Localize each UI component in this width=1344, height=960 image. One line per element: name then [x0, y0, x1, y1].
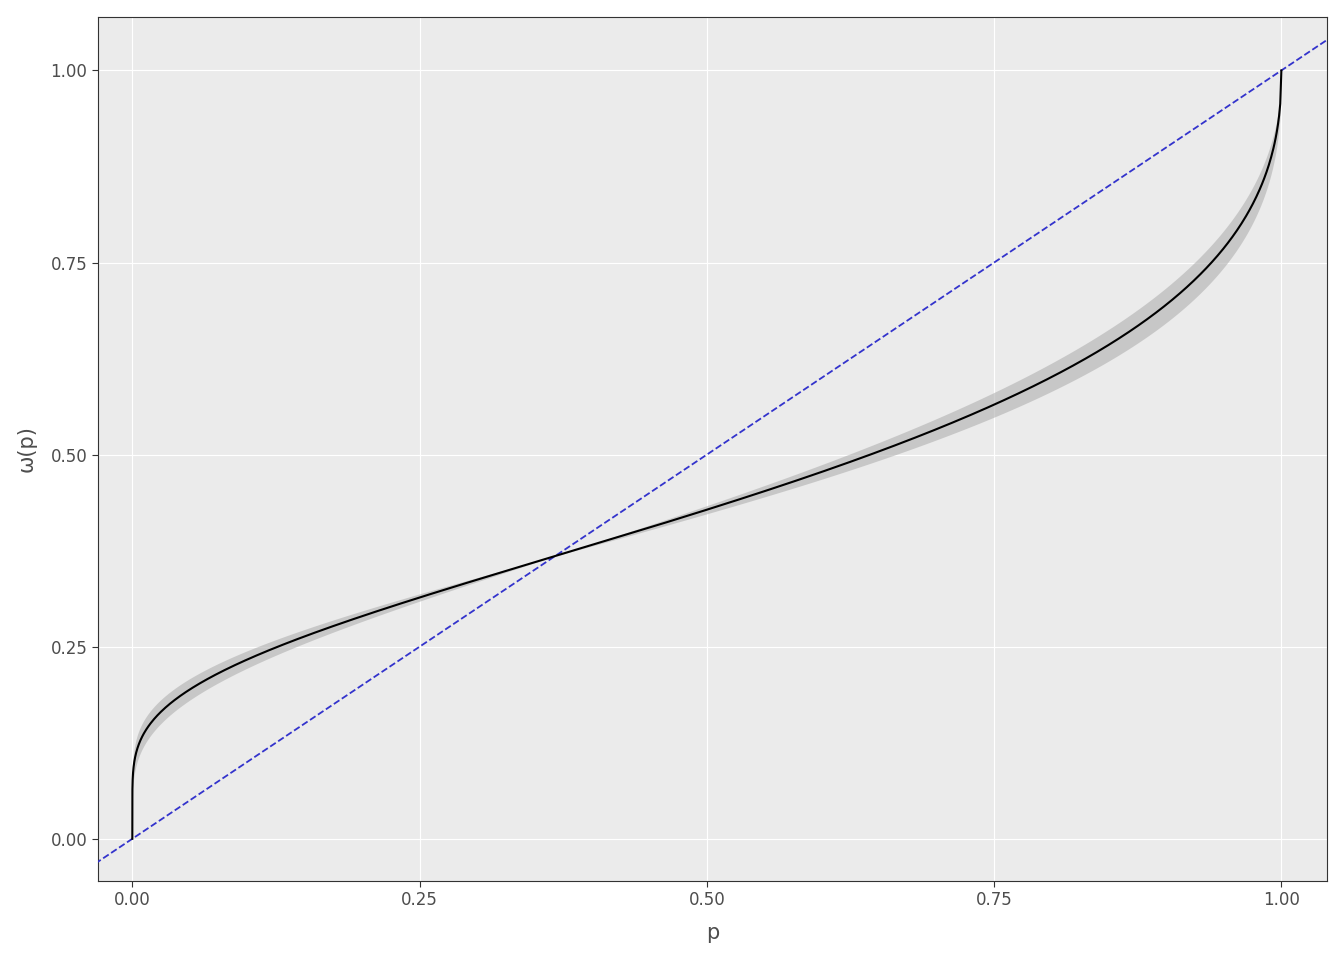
Y-axis label: ω(p): ω(p): [16, 425, 36, 472]
X-axis label: p: p: [706, 924, 719, 944]
